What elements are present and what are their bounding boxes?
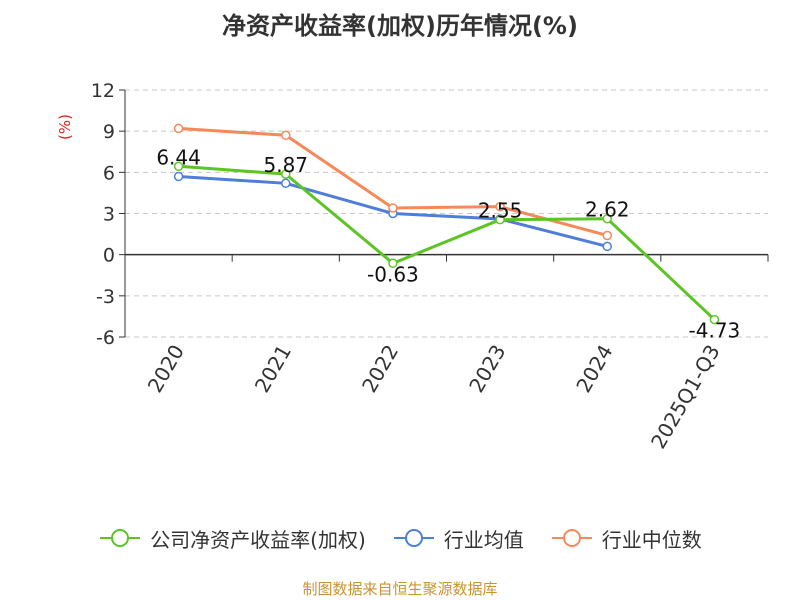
- legend-marker-icon: [393, 529, 434, 547]
- y-tick-label: 12: [91, 80, 115, 102]
- y-tick-label: -6: [96, 327, 115, 349]
- source-note: 制图数据来自恒生聚源数据库: [302, 580, 498, 598]
- y-axis-label: (%): [56, 114, 74, 140]
- legend: 公司净资产收益率(加权) 行业均值 行业中位数: [0, 520, 800, 556]
- x-tick-label: 2020: [143, 341, 189, 397]
- data-point: [602, 213, 612, 224]
- y-tick-label: 0: [103, 245, 115, 267]
- data-point: [173, 123, 184, 134]
- data-point: [173, 171, 184, 182]
- x-tick-label: 2023: [464, 341, 510, 397]
- legend-item[interactable]: 公司净资产收益率(加权): [98, 524, 366, 553]
- grid-lines: [125, 89, 768, 338]
- y-tick-label: -3: [96, 286, 115, 308]
- data-label: -0.63: [367, 262, 419, 286]
- data-label: -4.73: [689, 319, 741, 343]
- data-point: [495, 214, 505, 225]
- x-tick-label: 2021: [250, 341, 296, 397]
- roe-line-chart: 12 9 6 3 0 -3 -6 (%) 2020 2021 2022 2023 2024 2025Q1-…: [56, 80, 769, 453]
- legend-item[interactable]: 行业均值: [392, 524, 524, 553]
- data-point: [602, 230, 612, 241]
- legend-label: 公司净资产收益率(加权): [150, 527, 366, 552]
- data-point: [281, 178, 291, 189]
- data-point: [281, 130, 291, 141]
- legend-marker-icon: [100, 529, 141, 547]
- data-point: [281, 169, 291, 179]
- data-point: [173, 161, 184, 172]
- data-point: [388, 203, 398, 213]
- data-point: [388, 258, 398, 269]
- legend-label: 行业中位数: [601, 527, 702, 552]
- y-tick-label: 3: [103, 204, 115, 226]
- data-point: [602, 241, 612, 252]
- data-labels: 6.44 5.87 -0.63 2.55 2.62 -4.73: [156, 145, 740, 342]
- legend-marker-icon: [551, 529, 592, 547]
- x-tick-label: 2022: [357, 341, 403, 397]
- legend-item[interactable]: 行业中位数: [550, 524, 702, 553]
- x-tick-label: 2025Q1-Q3: [646, 341, 725, 453]
- data-label: 2.62: [585, 198, 630, 222]
- y-tick-label: 6: [103, 162, 115, 184]
- data-label: 5.87: [263, 153, 308, 177]
- series-lines: [173, 123, 720, 325]
- data-point: [495, 201, 505, 212]
- y-tick-label: 9: [103, 121, 115, 143]
- x-tick-label: 2024: [571, 341, 617, 397]
- data-label: 2.55: [478, 199, 523, 223]
- data-point: [709, 314, 720, 325]
- data-label: 6.44: [156, 145, 201, 169]
- series-line-0: [178, 164, 716, 321]
- chart-title: 净资产收益率(加权)历年情况(%): [222, 12, 578, 40]
- legend-label: 行业均值: [443, 527, 524, 552]
